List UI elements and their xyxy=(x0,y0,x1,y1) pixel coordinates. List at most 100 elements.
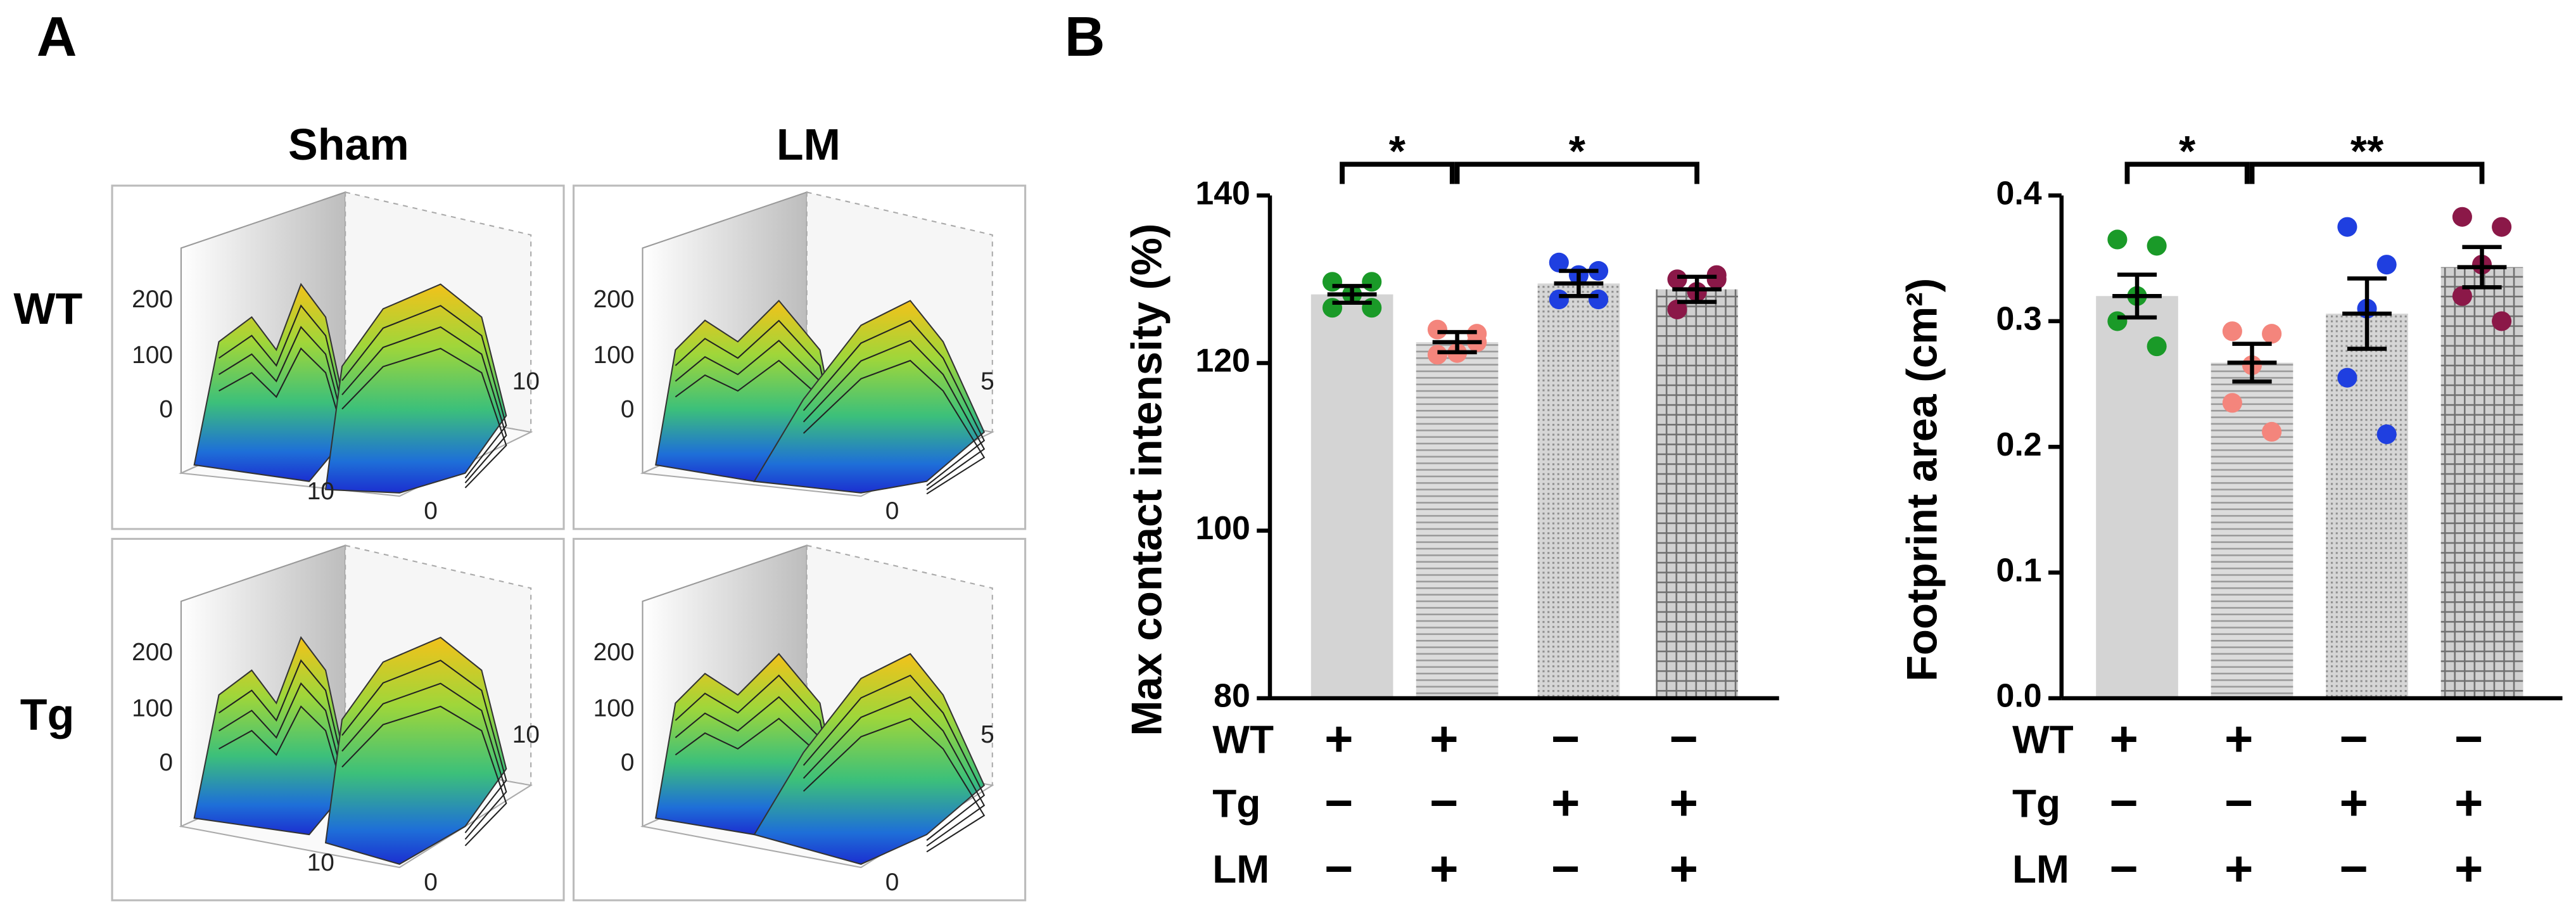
contour xyxy=(219,326,351,449)
surface xyxy=(324,283,507,494)
contour xyxy=(803,340,986,490)
z-tick-label: 0 xyxy=(621,749,635,776)
data-point xyxy=(2262,324,2282,344)
bar xyxy=(1416,342,1499,698)
data-point xyxy=(1549,289,1569,310)
y-tick-label: 0 xyxy=(885,497,899,525)
error-bar xyxy=(2112,272,2162,320)
data-point xyxy=(2376,255,2397,275)
bar xyxy=(2326,314,2408,698)
data-point xyxy=(1322,272,1343,292)
data-point xyxy=(2107,311,2128,331)
data-point xyxy=(1667,269,1687,290)
contour xyxy=(803,696,986,847)
condition-sign: + xyxy=(1670,776,1698,831)
y-tick-label: 80 xyxy=(1214,677,1250,714)
condition-sign: + xyxy=(1430,841,1458,896)
condition-sign: − xyxy=(2110,841,2138,896)
column-label: LM xyxy=(777,120,841,169)
panel-label: A xyxy=(37,5,77,68)
y-tick-label: 0.0 xyxy=(1996,677,2042,714)
contour xyxy=(803,359,986,495)
condition-sign: + xyxy=(2224,712,2253,767)
contour xyxy=(803,319,986,487)
bar xyxy=(1310,294,1393,698)
contour xyxy=(341,347,507,489)
z-tick-label: 0 xyxy=(621,395,635,423)
surface xyxy=(753,300,986,494)
condition-sign: + xyxy=(1430,712,1458,767)
data-point xyxy=(1362,272,1382,292)
z-tick-label: 0 xyxy=(159,749,173,776)
condition-sign: + xyxy=(2110,712,2138,767)
surface xyxy=(753,653,986,865)
significance-bracket xyxy=(2124,162,2250,184)
condition-sign: + xyxy=(2454,841,2483,896)
panel-label: B xyxy=(1065,5,1105,68)
condition-sign: − xyxy=(1670,712,1698,767)
contour xyxy=(341,660,507,834)
row-label: WT xyxy=(13,284,82,333)
y-tick-label: 0 xyxy=(424,869,438,896)
y-tick-label: 120 xyxy=(1195,342,1250,379)
contour xyxy=(803,674,986,841)
data-point xyxy=(2147,236,2167,256)
z-tick-label: 200 xyxy=(593,286,635,313)
significance-label: ** xyxy=(2351,128,2384,176)
significance-bracket xyxy=(2249,162,2485,184)
x-tick-label: 10 xyxy=(307,478,334,505)
data-point xyxy=(2262,421,2282,442)
data-point xyxy=(2452,207,2472,227)
y-tick-label: 0 xyxy=(424,497,438,525)
data-point xyxy=(2107,229,2128,250)
bar xyxy=(2096,296,2178,698)
y-axis-label: Max contact intensity (%) xyxy=(1124,224,1171,736)
bar xyxy=(2211,362,2294,698)
contour xyxy=(341,705,507,847)
condition-label: Tg xyxy=(2012,783,2060,826)
y-tick-label: 5 xyxy=(980,367,994,395)
data-point xyxy=(1427,345,1448,365)
column-label: Sham xyxy=(288,120,409,169)
y-tick-label: 0.3 xyxy=(1996,300,2042,337)
condition-label: WT xyxy=(2012,718,2074,762)
condition-sign: − xyxy=(2454,712,2483,767)
significance-label: * xyxy=(1569,128,1586,176)
condition-sign: − xyxy=(1551,841,1580,896)
significance-label: * xyxy=(2179,128,2196,176)
data-point xyxy=(2452,286,2472,306)
data-point xyxy=(2147,336,2167,357)
contour xyxy=(219,347,351,458)
bar xyxy=(1537,283,1620,698)
significance-label: * xyxy=(1389,128,1406,176)
data-point xyxy=(1667,299,1687,319)
data-point xyxy=(1427,319,1448,340)
condition-label: LM xyxy=(1212,848,1269,891)
contour xyxy=(218,304,351,441)
bar xyxy=(2440,267,2523,698)
y-tick-label: 140 xyxy=(1195,174,1250,211)
condition-sign: + xyxy=(2454,776,2483,831)
z-tick-label: 100 xyxy=(132,342,173,369)
data-point xyxy=(2337,217,2357,237)
z-tick-label: 100 xyxy=(593,342,635,369)
y-axis-label: Footprint area (cm²) xyxy=(1898,278,1946,682)
contour xyxy=(341,682,507,840)
data-point xyxy=(1588,289,1609,310)
condition-sign: + xyxy=(1324,712,1353,767)
data-point xyxy=(1549,252,1569,272)
y-tick-label: 100 xyxy=(1195,509,1250,546)
row-label: Tg xyxy=(20,690,75,739)
error-bar xyxy=(1554,269,1604,298)
condition-label: Tg xyxy=(1212,783,1260,826)
contour xyxy=(341,326,507,483)
condition-sign: − xyxy=(1324,776,1353,831)
y-tick-label: 5 xyxy=(980,721,994,748)
x-tick-label: 10 xyxy=(307,849,334,876)
condition-sign: − xyxy=(2340,712,2368,767)
y-tick-label: 0.2 xyxy=(1996,426,2042,463)
significance-bracket xyxy=(1340,162,1455,184)
condition-sign: − xyxy=(2110,776,2138,831)
y-tick-label: 10 xyxy=(512,721,540,748)
